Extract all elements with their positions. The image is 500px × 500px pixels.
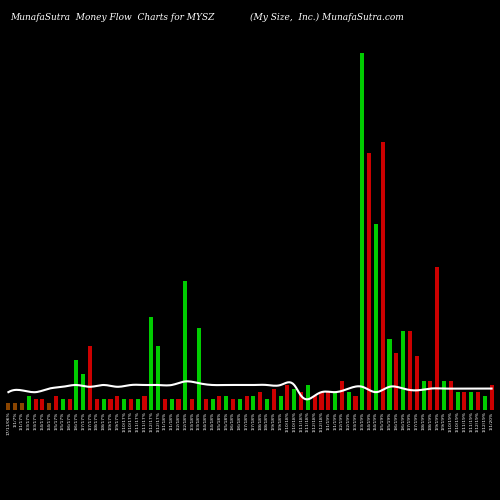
Bar bbox=[312, 396, 316, 410]
Bar bbox=[401, 332, 405, 410]
Bar bbox=[81, 374, 86, 410]
Bar bbox=[414, 356, 419, 410]
Bar bbox=[156, 346, 160, 410]
Bar bbox=[108, 400, 112, 410]
Bar bbox=[388, 338, 392, 410]
Bar bbox=[238, 400, 242, 410]
Bar bbox=[278, 396, 282, 410]
Bar bbox=[54, 396, 58, 410]
Bar bbox=[360, 53, 364, 410]
Bar bbox=[272, 388, 276, 410]
Bar bbox=[422, 382, 426, 410]
Bar bbox=[476, 392, 480, 410]
Bar bbox=[142, 396, 146, 410]
Bar bbox=[244, 396, 248, 410]
Bar bbox=[435, 267, 439, 410]
Bar bbox=[286, 385, 290, 410]
Bar bbox=[115, 396, 119, 410]
Bar bbox=[170, 400, 174, 410]
Bar bbox=[408, 332, 412, 410]
Bar bbox=[252, 396, 256, 410]
Bar bbox=[340, 382, 344, 410]
Bar bbox=[176, 400, 180, 410]
Bar bbox=[380, 142, 385, 410]
Bar bbox=[102, 400, 105, 410]
Bar bbox=[184, 282, 188, 410]
Bar bbox=[258, 392, 262, 410]
Bar bbox=[428, 382, 432, 410]
Bar bbox=[190, 400, 194, 410]
Bar bbox=[13, 403, 17, 410]
Bar bbox=[456, 392, 460, 410]
Bar bbox=[20, 403, 24, 410]
Bar bbox=[292, 388, 296, 410]
Bar bbox=[346, 392, 350, 410]
Bar bbox=[218, 396, 222, 410]
Bar bbox=[210, 400, 214, 410]
Text: (My Size,  Inc.) MunafaSutra.com: (My Size, Inc.) MunafaSutra.com bbox=[250, 12, 404, 22]
Bar bbox=[306, 385, 310, 410]
Bar bbox=[483, 396, 487, 410]
Text: MunafaSutra  Money Flow  Charts for MYSZ: MunafaSutra Money Flow Charts for MYSZ bbox=[10, 12, 214, 22]
Bar bbox=[6, 403, 10, 410]
Bar bbox=[136, 400, 140, 410]
Bar bbox=[442, 382, 446, 410]
Bar bbox=[469, 392, 473, 410]
Bar bbox=[490, 385, 494, 410]
Bar bbox=[320, 392, 324, 410]
Bar bbox=[299, 392, 303, 410]
Bar bbox=[204, 400, 208, 410]
Bar bbox=[231, 400, 235, 410]
Bar bbox=[333, 392, 337, 410]
Bar bbox=[74, 360, 78, 410]
Bar bbox=[129, 400, 133, 410]
Bar bbox=[394, 353, 398, 410]
Bar bbox=[34, 400, 38, 410]
Bar bbox=[150, 317, 154, 410]
Bar bbox=[27, 396, 31, 410]
Bar bbox=[163, 400, 167, 410]
Bar bbox=[40, 400, 44, 410]
Bar bbox=[95, 400, 99, 410]
Bar bbox=[448, 382, 453, 410]
Bar bbox=[88, 346, 92, 410]
Bar bbox=[354, 396, 358, 410]
Bar bbox=[374, 224, 378, 410]
Bar bbox=[224, 396, 228, 410]
Bar bbox=[68, 400, 71, 410]
Bar bbox=[265, 400, 269, 410]
Bar bbox=[47, 403, 52, 410]
Bar bbox=[61, 400, 65, 410]
Bar bbox=[326, 392, 330, 410]
Bar bbox=[122, 400, 126, 410]
Bar bbox=[367, 153, 371, 410]
Bar bbox=[197, 328, 201, 410]
Bar bbox=[462, 392, 466, 410]
